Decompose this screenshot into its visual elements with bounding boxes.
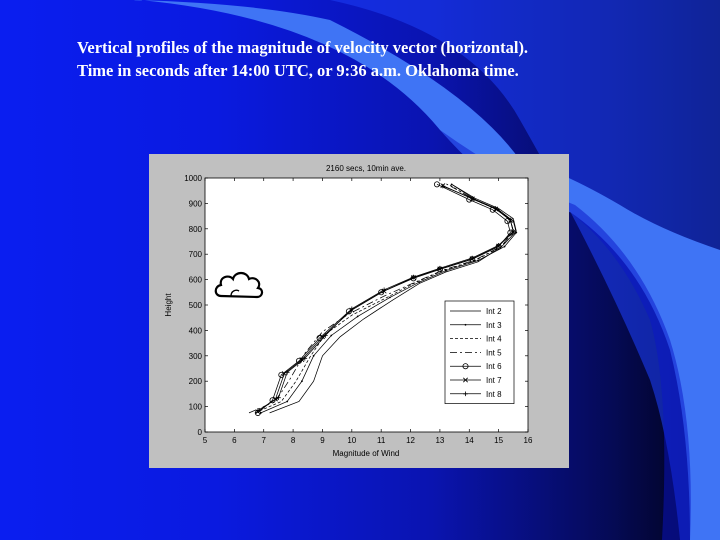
point-marker — [477, 259, 479, 262]
legend-item: Int 3 — [450, 321, 502, 330]
y-tick-label: 300 — [189, 352, 203, 361]
chart-figure: 2160 secs, 10min ave. Magnitude of Wind … — [149, 154, 569, 468]
point-marker — [503, 245, 506, 248]
point-marker — [356, 315, 359, 318]
point-marker — [463, 377, 468, 383]
x-tick-label: 12 — [406, 436, 415, 445]
slide-title-line-1: Vertical profiles of the magnitude of ve… — [77, 38, 529, 57]
legend-label: Int 6 — [486, 362, 502, 371]
chart: 2160 secs, 10min ave. Magnitude of Wind … — [164, 164, 533, 458]
legend-label: Int 3 — [486, 321, 502, 330]
point-marker — [469, 196, 475, 201]
y-tick-label: 200 — [189, 377, 203, 386]
point-marker — [349, 306, 355, 312]
x-tick-label: 16 — [524, 436, 533, 445]
point-marker — [463, 391, 468, 397]
x-tick-label: 6 — [232, 436, 237, 445]
x-axis-label: Magnitude of Wind — [333, 449, 400, 458]
point-marker — [437, 265, 443, 271]
x-tick-label: 7 — [262, 436, 267, 445]
point-marker — [381, 287, 387, 293]
point-marker — [469, 255, 475, 261]
y-tick-label: 0 — [198, 428, 203, 437]
point-marker — [276, 395, 281, 401]
y-tick-label: 100 — [189, 403, 203, 412]
point-marker — [512, 220, 515, 223]
legend-item: Int 5 — [450, 348, 502, 357]
point-marker — [462, 363, 469, 370]
legend-item: Int 8 — [450, 390, 502, 399]
legend-label: Int 5 — [486, 348, 502, 357]
point-marker — [508, 217, 513, 223]
series-int-3 — [259, 183, 518, 414]
cloud-icon — [214, 271, 264, 299]
series-line — [257, 183, 511, 414]
y-tick-label: 1000 — [184, 174, 202, 183]
chart-title: 2160 secs, 10min ave. — [326, 164, 406, 173]
legend-item: Int 7 — [450, 376, 502, 385]
point-marker — [345, 308, 352, 315]
series-layer — [248, 181, 518, 416]
point-marker — [284, 370, 290, 375]
point-marker — [411, 274, 416, 280]
x-tick-label: 13 — [435, 436, 444, 445]
x-tick-label: 8 — [291, 436, 296, 445]
point-marker — [323, 333, 328, 338]
point-marker — [450, 183, 453, 186]
point-marker — [418, 281, 421, 284]
point-marker — [330, 334, 333, 337]
point-marker — [269, 397, 276, 404]
legend-item: Int 2 — [450, 307, 502, 316]
x-tick-label: 15 — [494, 436, 503, 445]
axes: 5 6 7 8 9 10 11 12 13 14 15 16 0 100 200 300 400 500 600 70… — [184, 174, 533, 445]
series-line — [260, 183, 517, 414]
series-line — [248, 183, 514, 414]
series-int-5 — [248, 183, 514, 414]
series-line — [257, 185, 514, 411]
point-marker — [302, 356, 308, 361]
legend-label: Int 2 — [486, 307, 502, 316]
slide-title: Vertical profiles of the magnitude of ve… — [77, 36, 697, 82]
point-marker — [440, 183, 446, 189]
x-tick-label: 5 — [203, 436, 208, 445]
point-marker — [312, 354, 315, 357]
x-tick-label: 11 — [377, 436, 386, 445]
point-marker — [255, 408, 261, 413]
series-int-2 — [269, 183, 517, 414]
legend-item: Int 6 — [450, 362, 502, 371]
x-tick-label: 9 — [320, 436, 325, 445]
point-marker — [301, 380, 303, 383]
y-axis-label: Height — [164, 293, 173, 317]
legend: Int 2 Int 3 Int 4 Int 5 Int 6 Int 7 Int 8 — [444, 300, 515, 404]
y-tick-label: 400 — [189, 326, 203, 335]
y-tick-label: 600 — [189, 276, 203, 285]
x-tick-label: 14 — [465, 436, 474, 445]
point-marker — [515, 231, 518, 234]
y-tick-label: 500 — [189, 301, 203, 310]
legend-label: Int 8 — [486, 390, 502, 399]
y-tick-label: 700 — [189, 250, 203, 259]
point-marker — [286, 400, 289, 403]
series-int-8 — [255, 183, 516, 413]
legend-item: Int 4 — [450, 335, 502, 344]
point-marker — [389, 296, 391, 299]
point-marker — [378, 289, 385, 296]
x-tick-label: 10 — [347, 436, 356, 445]
point-marker — [433, 181, 440, 188]
series-line — [257, 185, 514, 413]
point-marker — [464, 323, 467, 326]
slide-title-line-2: Time in seconds after 14:00 UTC, or 9:36… — [77, 61, 519, 80]
point-marker — [493, 206, 498, 211]
legend-label: Int 7 — [486, 376, 502, 385]
y-tick-label: 800 — [189, 225, 203, 234]
point-marker — [511, 229, 516, 234]
series-line — [269, 183, 517, 414]
legend-label: Int 4 — [486, 335, 502, 344]
point-marker — [496, 243, 501, 248]
y-tick-label: 900 — [189, 199, 203, 208]
